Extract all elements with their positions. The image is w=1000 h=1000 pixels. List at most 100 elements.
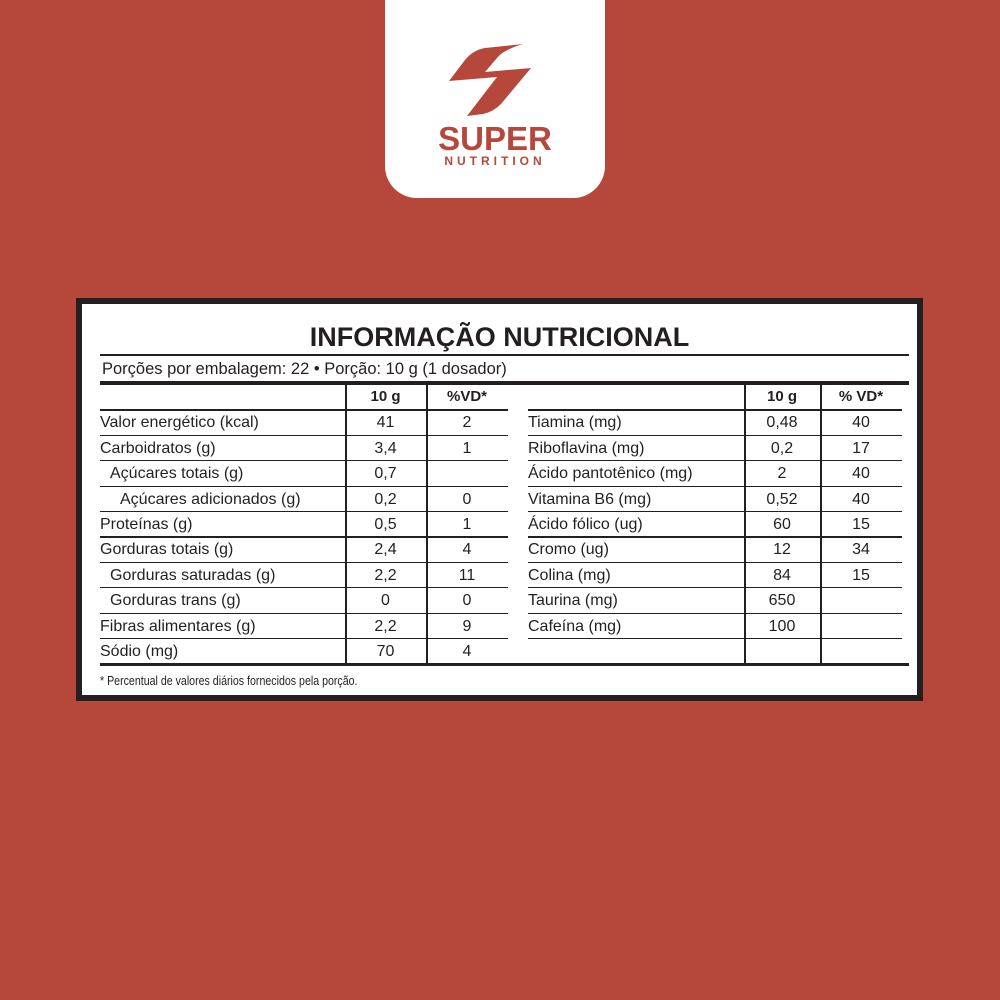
left-table-row: Açúcares totais (g) 0,7 xyxy=(100,461,508,486)
column-divider xyxy=(426,383,428,666)
left-table-row: Açúcares adicionados (g) 0,2 0 xyxy=(100,487,508,512)
nutrient-daily-value: 40 xyxy=(852,490,870,508)
nutrient-daily-value: 11 xyxy=(458,566,476,584)
nutrition-facts-panel: INFORMAÇÃO NUTRICIONAL Porções por embal… xyxy=(76,298,923,701)
nutrient-amount: 2 xyxy=(777,465,787,483)
nutrient-amount: 2,2 xyxy=(374,566,397,584)
nutrient-amount: 60 xyxy=(773,516,791,533)
nutrient-daily-value: 1 xyxy=(462,516,472,533)
nutrient-daily-value xyxy=(820,588,902,613)
row-divider xyxy=(100,511,508,513)
row-divider xyxy=(100,536,508,538)
row-divider xyxy=(100,638,508,640)
column-header: 10 g xyxy=(766,388,797,405)
row-divider xyxy=(100,485,508,487)
row-divider xyxy=(528,612,902,614)
column-divider xyxy=(345,383,347,666)
left-table-row: Carboidratos (g) 3,4 1 xyxy=(100,436,508,461)
left-table-row: Fibras alimentares (g) 2,2 9 xyxy=(100,614,508,639)
nutrient-daily-value: 4 xyxy=(462,541,472,559)
left-table-row: Valor energético (kcal) 41 2 xyxy=(100,410,508,435)
serving-info: Porções por embalagem: 22 • Porção: 10 g… xyxy=(102,360,507,378)
nutrient-amount: 0,52 xyxy=(766,490,798,508)
row-divider xyxy=(528,409,902,411)
nutrient-name: Valor energético (kcal) xyxy=(100,414,259,432)
brand-subname: NUTRITION xyxy=(444,154,546,168)
nutrient-name: Riboflavina (mg) xyxy=(528,439,645,457)
row-divider xyxy=(528,460,902,462)
column-divider xyxy=(820,383,822,666)
right-table-row: Cromo (ug) 12 34 xyxy=(528,537,902,562)
divider xyxy=(100,354,909,356)
right-table-row: Colina (mg) 84 15 xyxy=(528,563,902,588)
row-divider xyxy=(528,536,902,538)
nutrient-name: Gorduras trans (g) xyxy=(110,592,241,610)
nutrient-daily-value: 34 xyxy=(852,541,870,559)
nutrient-daily-value: 1 xyxy=(462,439,472,457)
nutrient-name: Açúcares adicionados (g) xyxy=(120,490,301,508)
nutrient-amount: 41 xyxy=(376,414,395,432)
nutrient-daily-value: 40 xyxy=(852,414,870,432)
row-divider xyxy=(528,561,902,563)
nutrient-daily-value: 0 xyxy=(462,490,472,508)
nutrient-daily-value: 4 xyxy=(462,643,472,660)
nutrient-daily-value: 9 xyxy=(462,617,472,635)
nutrient-name: Gorduras saturadas (g) xyxy=(110,566,276,584)
nutrient-amount: 2,4 xyxy=(374,541,397,559)
row-divider xyxy=(100,460,508,462)
row-divider xyxy=(100,434,508,436)
nutrient-daily-value: 0 xyxy=(462,592,472,610)
row-divider xyxy=(100,612,508,614)
nutrient-amount: 3,4 xyxy=(374,439,397,457)
nutrient-amount: 0,2 xyxy=(770,439,794,457)
nutrient-name: Ácido fólico (ug) xyxy=(528,516,643,533)
column-header: 10 g xyxy=(370,388,401,405)
nutrient-daily-value: 2 xyxy=(462,414,472,432)
nutrient-daily-value: 17 xyxy=(852,439,870,457)
nutrient-name: Cromo (ug) xyxy=(528,541,609,559)
right-table-row: Riboflavina (mg) 0,2 17 xyxy=(528,436,902,461)
nutrient-amount: 0,7 xyxy=(374,465,397,483)
left-table-row: Proteínas (g) 0,5 1 xyxy=(100,512,508,537)
nutrient-amount: 12 xyxy=(773,541,791,559)
nutrient-amount: 70 xyxy=(376,643,395,660)
nutrient-amount: 100 xyxy=(768,617,796,635)
column-divider xyxy=(744,383,746,666)
nutrient-amount: 0,48 xyxy=(766,414,798,432)
nutrient-name: Ácido pantotênico (mg) xyxy=(528,465,693,483)
left-table-row: Gorduras saturadas (g) 2,2 11 xyxy=(100,563,508,588)
right-table-row: Ácido pantotênico (mg) 2 40 xyxy=(528,461,902,486)
left-table-row: Sódio (mg) 70 4 xyxy=(100,639,508,664)
nutrient-amount: 650 xyxy=(768,592,796,610)
column-header: % VD* xyxy=(838,388,884,405)
nutrient-name: Vitamina B6 (mg) xyxy=(528,490,652,508)
nutrient-daily-value xyxy=(820,614,902,639)
right-table-row: Vitamina B6 (mg) 0,52 40 xyxy=(528,487,902,512)
nutrient-amount: 0 xyxy=(381,592,390,610)
divider-bottom xyxy=(100,663,909,666)
nutrient-daily-value xyxy=(426,461,508,486)
divider-thick xyxy=(100,381,909,385)
right-table-row: Tiamina (mg) 0,48 40 xyxy=(528,410,902,435)
nutrient-name: Taurina (mg) xyxy=(528,592,618,610)
left-table-header: 10 g %VD* xyxy=(100,384,508,409)
right-table-row: Ácido fólico (ug) 60 15 xyxy=(528,512,902,537)
nutrient-name: Cafeína (mg) xyxy=(528,617,622,635)
nutrient-name: Carboidratos (g) xyxy=(100,439,216,457)
row-divider xyxy=(100,561,508,563)
left-table-row: Gorduras totais (g) 2,4 4 xyxy=(100,537,508,562)
nutrient-daily-value xyxy=(820,639,902,664)
row-divider xyxy=(528,485,902,487)
nutrient-daily-value: 15 xyxy=(852,516,870,533)
nutrient-amount xyxy=(744,639,820,664)
nutrient-daily-value: 15 xyxy=(852,566,870,584)
left-table-row: Gorduras trans (g) 0 0 xyxy=(100,588,508,613)
nutrient-name: Tiamina (mg) xyxy=(528,414,622,432)
brand-name: SUPER xyxy=(438,120,552,157)
row-divider xyxy=(100,409,508,411)
brand-logo: SUPER NUTRITION xyxy=(385,0,605,198)
right-table-header: 10 g % VD* xyxy=(528,384,902,409)
nutrient-name: Fibras alimentares (g) xyxy=(100,617,256,635)
nutrient-name: Colina (mg) xyxy=(528,566,611,584)
row-divider xyxy=(100,587,508,589)
